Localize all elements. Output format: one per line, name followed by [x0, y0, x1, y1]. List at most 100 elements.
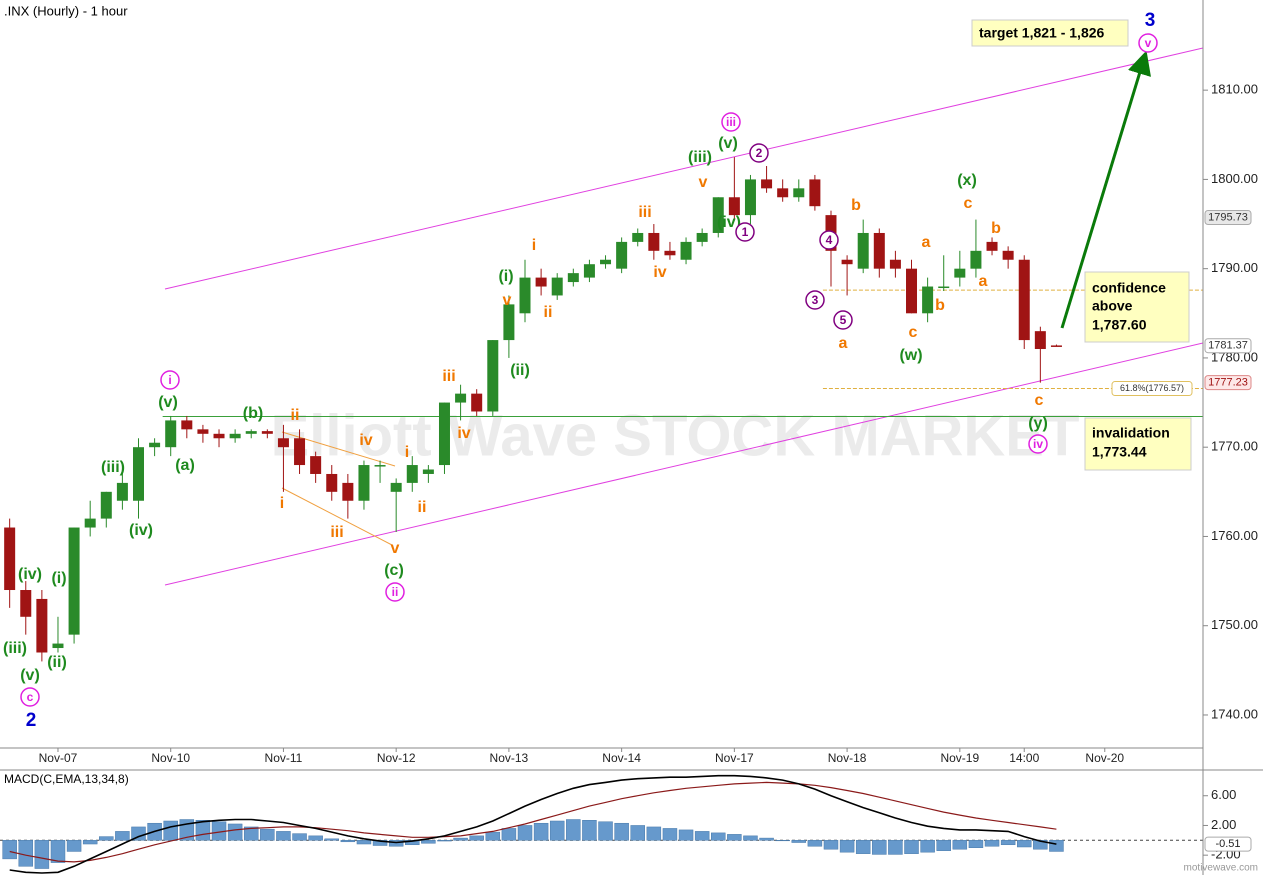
candle-body — [680, 241, 692, 260]
macd-histogram-bar — [517, 825, 533, 841]
macd-histogram-bar — [566, 819, 581, 841]
candle-body — [873, 232, 885, 269]
candle-body — [390, 482, 402, 492]
price-tag: 1777.23 — [1208, 377, 1248, 389]
wave-label-circle — [819, 230, 839, 250]
candle-body — [970, 250, 982, 269]
candle-body — [954, 268, 966, 278]
candle-body — [487, 340, 499, 412]
candle-body — [36, 598, 48, 653]
candle-body — [889, 259, 901, 269]
macd-histogram-bar — [807, 840, 823, 847]
wave-label-circle — [749, 143, 769, 163]
candle-body — [294, 438, 306, 466]
macd-histogram-bar — [872, 840, 887, 855]
macd-histogram-bar — [227, 823, 243, 841]
macd-panel — [0, 774, 1203, 874]
candle-body — [52, 643, 64, 649]
macd-histogram-bar — [340, 840, 356, 843]
candle-body — [1002, 250, 1014, 260]
confidence-text: above — [1092, 298, 1133, 314]
candle-body — [906, 268, 918, 314]
confidence-text: confidence — [1092, 280, 1166, 296]
macd-histogram-bar — [582, 820, 597, 841]
candle-body — [149, 442, 161, 448]
macd-histogram-bar — [308, 835, 323, 841]
candle-body — [744, 179, 756, 216]
macd-histogram-bar — [195, 820, 211, 841]
x-tick-label: 14:00 — [1009, 751, 1039, 765]
box — [1084, 271, 1190, 343]
candle-body — [761, 179, 773, 189]
wave-label: c — [964, 195, 973, 212]
wave-label-circle — [160, 370, 180, 390]
candle-body — [471, 393, 483, 412]
macd-histogram-bar — [1016, 840, 1032, 848]
macd-histogram-bar — [485, 831, 501, 841]
confidence-box: confidence above 1,787.60 — [1084, 271, 1190, 343]
wave-label: ii — [544, 304, 553, 321]
wave-label: (ii) — [47, 654, 67, 671]
x-tick-label: Nov-18 — [828, 751, 867, 765]
candle-body — [503, 304, 515, 341]
candle-body — [922, 286, 934, 314]
wave-label: iv — [457, 425, 470, 442]
candle-body — [310, 456, 322, 474]
price-panel — [4, 47, 1203, 662]
candle-body — [712, 197, 724, 233]
y-tick-label: 1750.00 — [1211, 617, 1258, 632]
macd-histogram-bar — [501, 828, 517, 841]
macd-last-label: -0.51 — [1215, 838, 1240, 850]
wave-label: b — [851, 197, 861, 214]
candle-body — [132, 447, 144, 501]
wave-label: 3 — [1145, 10, 1156, 31]
macd-histogram-bar — [1049, 840, 1064, 852]
macd-y-tick-label: 6.00 — [1211, 787, 1236, 802]
price-tag: 1795.73 — [1208, 211, 1248, 223]
wave-label: iii — [638, 204, 651, 221]
macd-histogram-bar — [324, 838, 340, 841]
candle-body — [616, 241, 628, 269]
candle-body — [1050, 345, 1062, 347]
footer: motivewave.com — [1184, 863, 1258, 874]
wave-label: ii — [392, 585, 399, 599]
macd-histogram-bar — [34, 840, 50, 869]
fib-label-box — [1111, 381, 1193, 397]
wave-label: 5 — [840, 313, 847, 327]
wave-label: iv — [359, 432, 372, 449]
price-tag-box — [1204, 210, 1252, 226]
macd-histogram-bar — [1000, 840, 1016, 846]
candle-body — [116, 482, 128, 501]
macd-histogram-bar — [630, 825, 645, 841]
wave-label: 4 — [826, 233, 833, 247]
candle-body — [374, 465, 386, 467]
wave-label: iii — [726, 115, 736, 129]
wave-label: b — [991, 220, 1001, 237]
x-tick-label: Nov-13 — [490, 751, 529, 765]
x-tick-label: Nov-12 — [377, 751, 416, 765]
y-tick-label: 1800.00 — [1211, 171, 1258, 186]
candle-body — [857, 232, 869, 269]
macd-histogram-bar — [421, 840, 436, 844]
candle-body — [938, 286, 950, 289]
macd-last-box — [1204, 836, 1252, 852]
macd-line — [9, 774, 1057, 874]
macd-label: MACD(C,EMA,13,34,8) — [4, 772, 129, 786]
macd-y-tick-label: 2.00 — [1211, 817, 1236, 832]
candle-body — [696, 232, 708, 242]
price-tag-box — [1204, 338, 1252, 354]
wave-label: ii — [418, 499, 427, 516]
wave-label: (iv) — [18, 566, 42, 583]
candle-body — [728, 197, 740, 216]
wave-label: (iv) — [717, 214, 741, 231]
wave-label: c — [27, 690, 34, 704]
macd-histogram-bar — [437, 840, 452, 842]
wave-label: v — [1145, 36, 1152, 50]
x-tick-label: Nov-11 — [265, 751, 303, 765]
candle-body — [326, 473, 338, 492]
x-tick-label: Nov-10 — [151, 751, 190, 765]
candle-body — [422, 469, 434, 474]
candle-body — [841, 259, 853, 265]
